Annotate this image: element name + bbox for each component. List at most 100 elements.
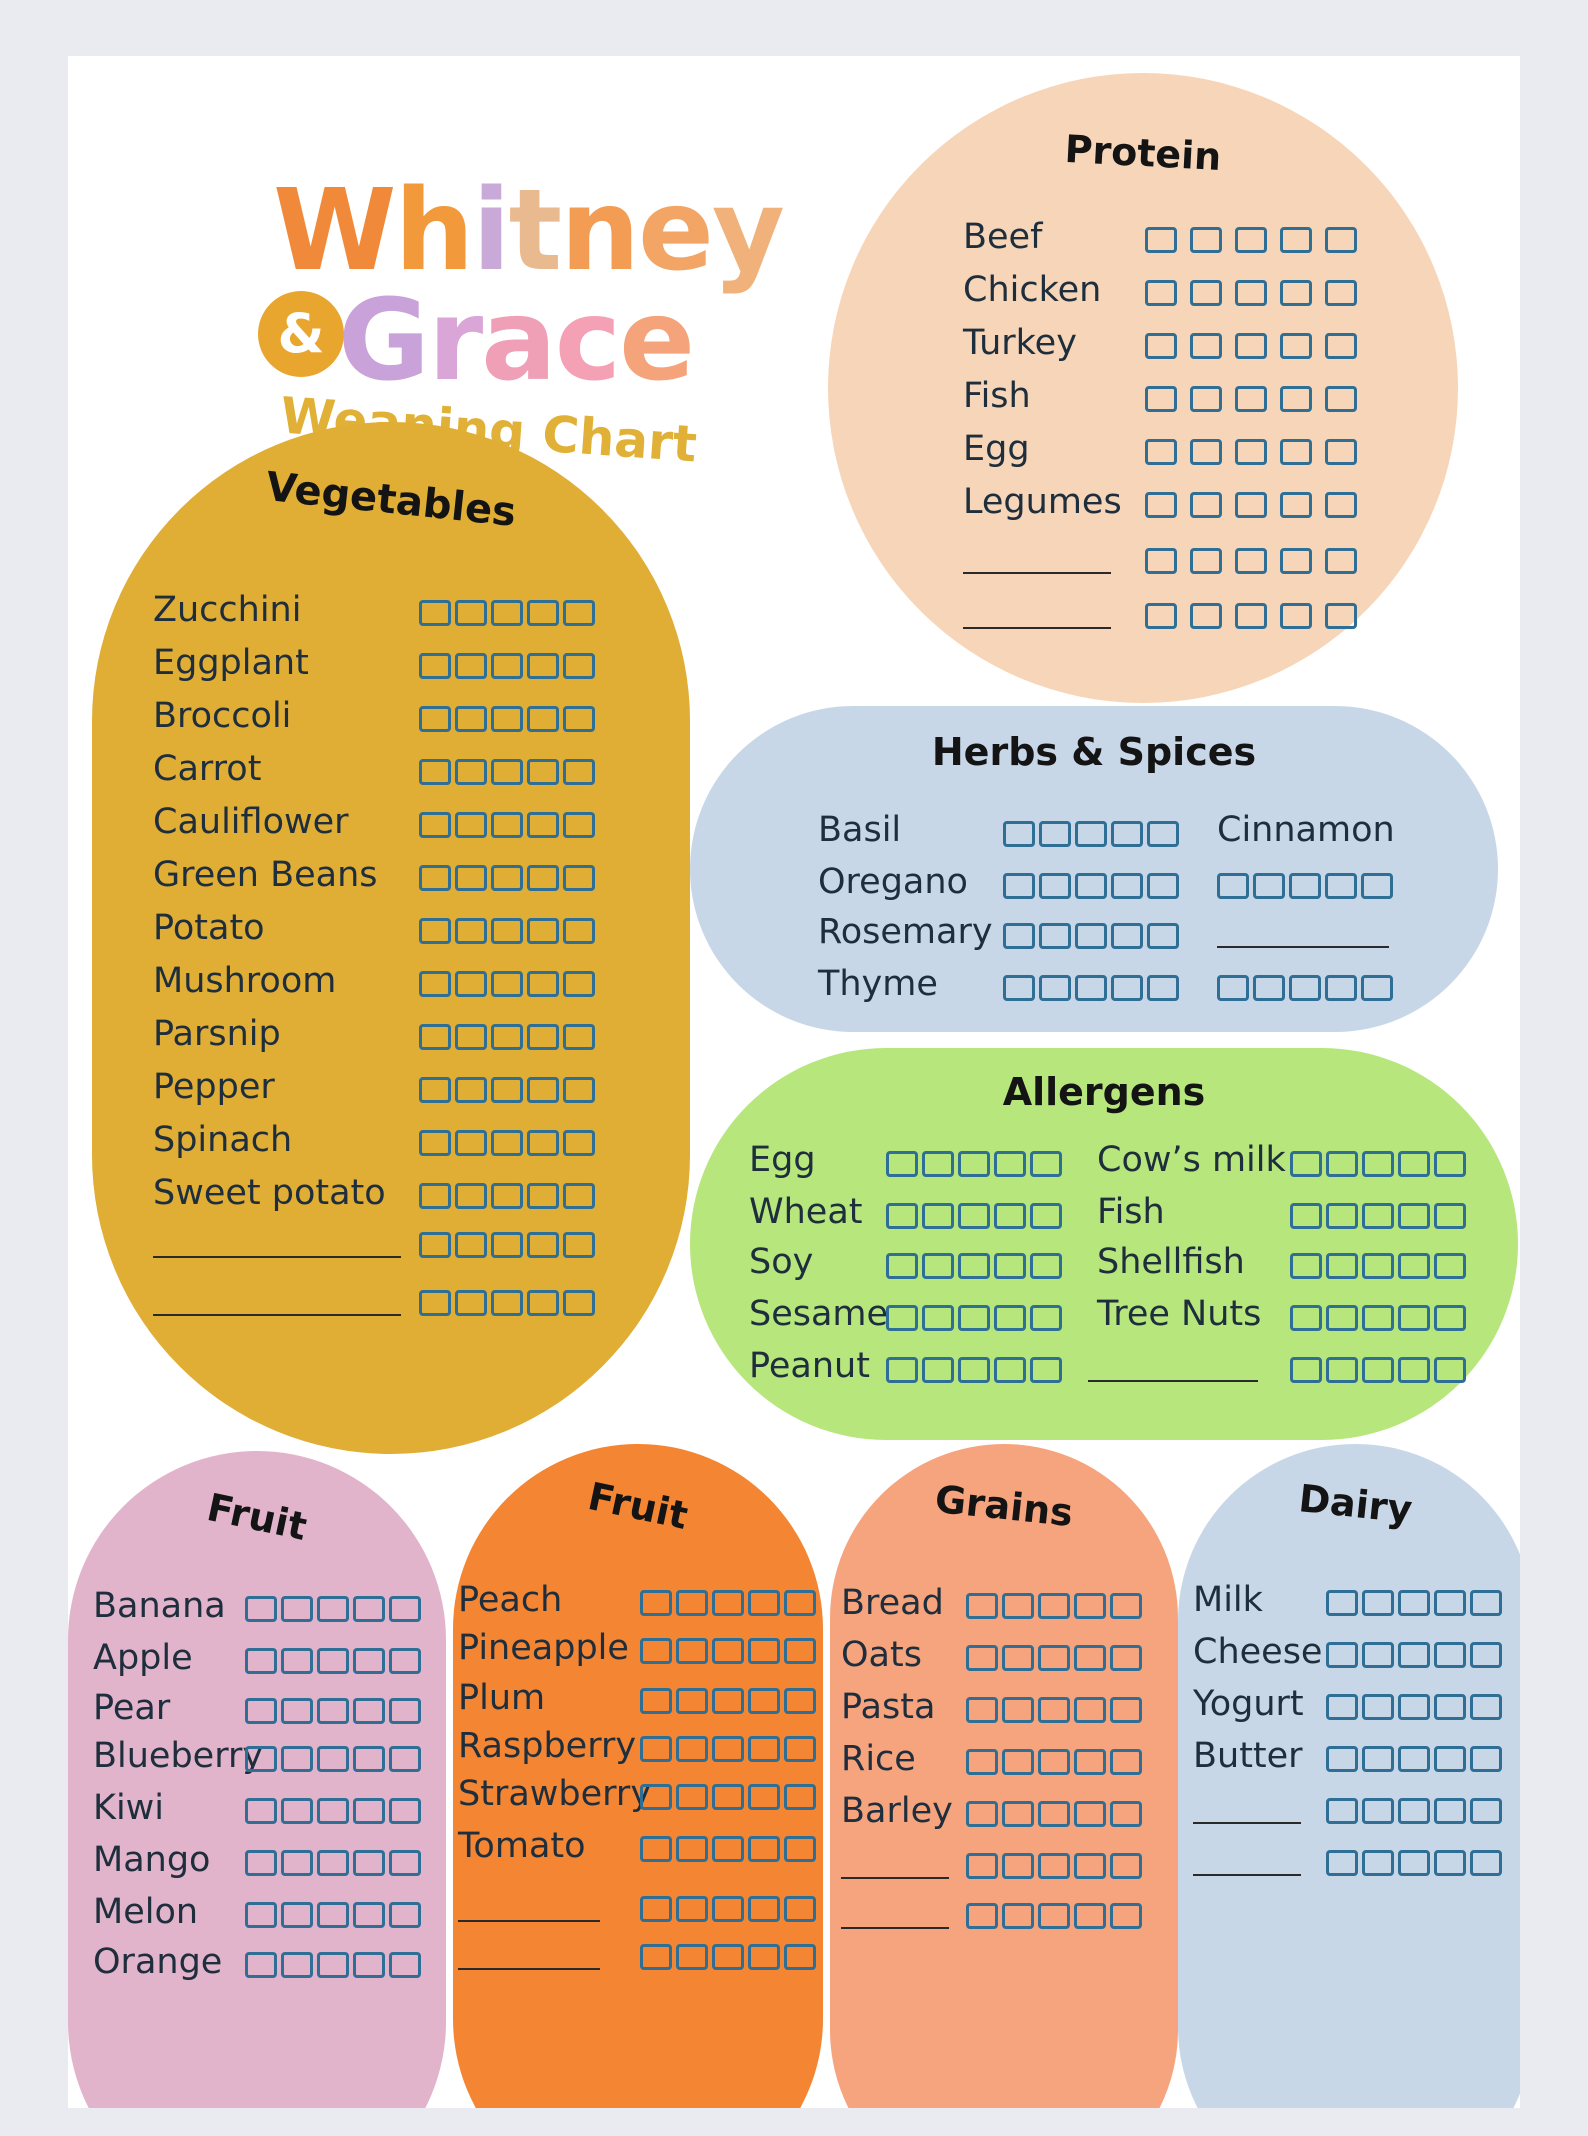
- blank-write-in-line[interactable]: [458, 1920, 600, 1922]
- checkbox[interactable]: [353, 1952, 385, 1978]
- checkbox[interactable]: [1190, 492, 1222, 518]
- checkbox[interactable]: [712, 1638, 744, 1664]
- checkbox[interactable]: [1326, 1151, 1358, 1177]
- checkbox[interactable]: [419, 706, 451, 732]
- checkbox[interactable]: [1398, 1746, 1430, 1772]
- checkbox[interactable]: [1190, 439, 1222, 465]
- checkbox[interactable]: [1002, 1593, 1034, 1619]
- checkbox[interactable]: [419, 918, 451, 944]
- checkbox[interactable]: [353, 1902, 385, 1928]
- checkbox[interactable]: [1326, 1798, 1358, 1824]
- checkbox[interactable]: [419, 1183, 451, 1209]
- checkbox[interactable]: [491, 1130, 523, 1156]
- checkbox[interactable]: [640, 1784, 672, 1810]
- checkbox[interactable]: [1398, 1850, 1430, 1876]
- checkbox[interactable]: [1003, 923, 1035, 949]
- checkbox[interactable]: [1398, 1151, 1430, 1177]
- checkbox[interactable]: [491, 918, 523, 944]
- checkbox[interactable]: [527, 812, 559, 838]
- checkbox[interactable]: [317, 1698, 349, 1724]
- checkbox[interactable]: [1217, 873, 1249, 899]
- checkbox[interactable]: [886, 1253, 918, 1279]
- checkbox[interactable]: [245, 1798, 277, 1824]
- checkbox[interactable]: [1398, 1798, 1430, 1824]
- checkbox[interactable]: [563, 1290, 595, 1316]
- checkbox[interactable]: [1147, 923, 1179, 949]
- checkbox[interactable]: [419, 1290, 451, 1316]
- checkbox[interactable]: [1038, 1645, 1070, 1671]
- checkbox[interactable]: [784, 1736, 816, 1762]
- checkbox[interactable]: [1110, 1697, 1142, 1723]
- checkbox[interactable]: [1111, 873, 1143, 899]
- checkbox[interactable]: [419, 1077, 451, 1103]
- checkbox[interactable]: [1325, 333, 1357, 359]
- checkbox[interactable]: [1111, 923, 1143, 949]
- checkbox[interactable]: [281, 1952, 313, 1978]
- checkbox[interactable]: [640, 1590, 672, 1616]
- checkbox[interactable]: [1147, 975, 1179, 1001]
- checkbox[interactable]: [784, 1688, 816, 1714]
- checkbox[interactable]: [1470, 1590, 1502, 1616]
- checkbox[interactable]: [1235, 439, 1267, 465]
- checkbox[interactable]: [966, 1697, 998, 1723]
- blank-write-in-line[interactable]: [1088, 1380, 1258, 1382]
- checkbox[interactable]: [317, 1648, 349, 1674]
- checkbox[interactable]: [1325, 439, 1357, 465]
- checkbox[interactable]: [1147, 821, 1179, 847]
- checkbox[interactable]: [922, 1253, 954, 1279]
- checkbox[interactable]: [563, 812, 595, 838]
- checkbox[interactable]: [1280, 603, 1312, 629]
- checkbox[interactable]: [455, 600, 487, 626]
- checkbox[interactable]: [1434, 1642, 1466, 1668]
- checkbox[interactable]: [455, 1130, 487, 1156]
- checkbox[interactable]: [676, 1784, 708, 1810]
- checkbox[interactable]: [1030, 1151, 1062, 1177]
- checkbox[interactable]: [1325, 975, 1357, 1001]
- checkbox[interactable]: [748, 1688, 780, 1714]
- checkbox[interactable]: [1190, 386, 1222, 412]
- checkbox[interactable]: [1110, 1593, 1142, 1619]
- checkbox[interactable]: [748, 1736, 780, 1762]
- checkbox[interactable]: [676, 1944, 708, 1970]
- checkbox[interactable]: [1470, 1746, 1502, 1772]
- checkbox[interactable]: [281, 1648, 313, 1674]
- checkbox[interactable]: [1470, 1694, 1502, 1720]
- checkbox[interactable]: [886, 1203, 918, 1229]
- checkbox[interactable]: [419, 812, 451, 838]
- checkbox[interactable]: [353, 1850, 385, 1876]
- checkbox[interactable]: [1074, 1903, 1106, 1929]
- checkbox[interactable]: [1326, 1746, 1358, 1772]
- checkbox[interactable]: [1434, 1746, 1466, 1772]
- checkbox[interactable]: [455, 706, 487, 732]
- checkbox[interactable]: [563, 865, 595, 891]
- checkbox[interactable]: [245, 1952, 277, 1978]
- checkbox[interactable]: [1145, 386, 1177, 412]
- checkbox[interactable]: [1362, 1357, 1394, 1383]
- blank-write-in-line[interactable]: [1217, 946, 1389, 948]
- checkbox[interactable]: [748, 1784, 780, 1810]
- checkbox[interactable]: [1280, 439, 1312, 465]
- checkbox[interactable]: [1326, 1357, 1358, 1383]
- checkbox[interactable]: [1280, 548, 1312, 574]
- checkbox[interactable]: [1362, 1798, 1394, 1824]
- checkbox[interactable]: [527, 1290, 559, 1316]
- checkbox[interactable]: [1145, 439, 1177, 465]
- checkbox[interactable]: [1145, 603, 1177, 629]
- blank-write-in-line[interactable]: [153, 1314, 401, 1316]
- checkbox[interactable]: [1003, 821, 1035, 847]
- checkbox[interactable]: [676, 1688, 708, 1714]
- checkbox[interactable]: [994, 1203, 1026, 1229]
- checkbox[interactable]: [527, 971, 559, 997]
- checkbox[interactable]: [1362, 1151, 1394, 1177]
- checkbox[interactable]: [676, 1896, 708, 1922]
- checkbox[interactable]: [1038, 1593, 1070, 1619]
- checkbox[interactable]: [455, 653, 487, 679]
- checkbox[interactable]: [563, 918, 595, 944]
- checkbox[interactable]: [784, 1638, 816, 1664]
- checkbox[interactable]: [1326, 1850, 1358, 1876]
- checkbox[interactable]: [748, 1836, 780, 1862]
- checkbox[interactable]: [1145, 333, 1177, 359]
- blank-write-in-line[interactable]: [841, 1927, 949, 1929]
- checkbox[interactable]: [281, 1850, 313, 1876]
- checkbox[interactable]: [527, 1232, 559, 1258]
